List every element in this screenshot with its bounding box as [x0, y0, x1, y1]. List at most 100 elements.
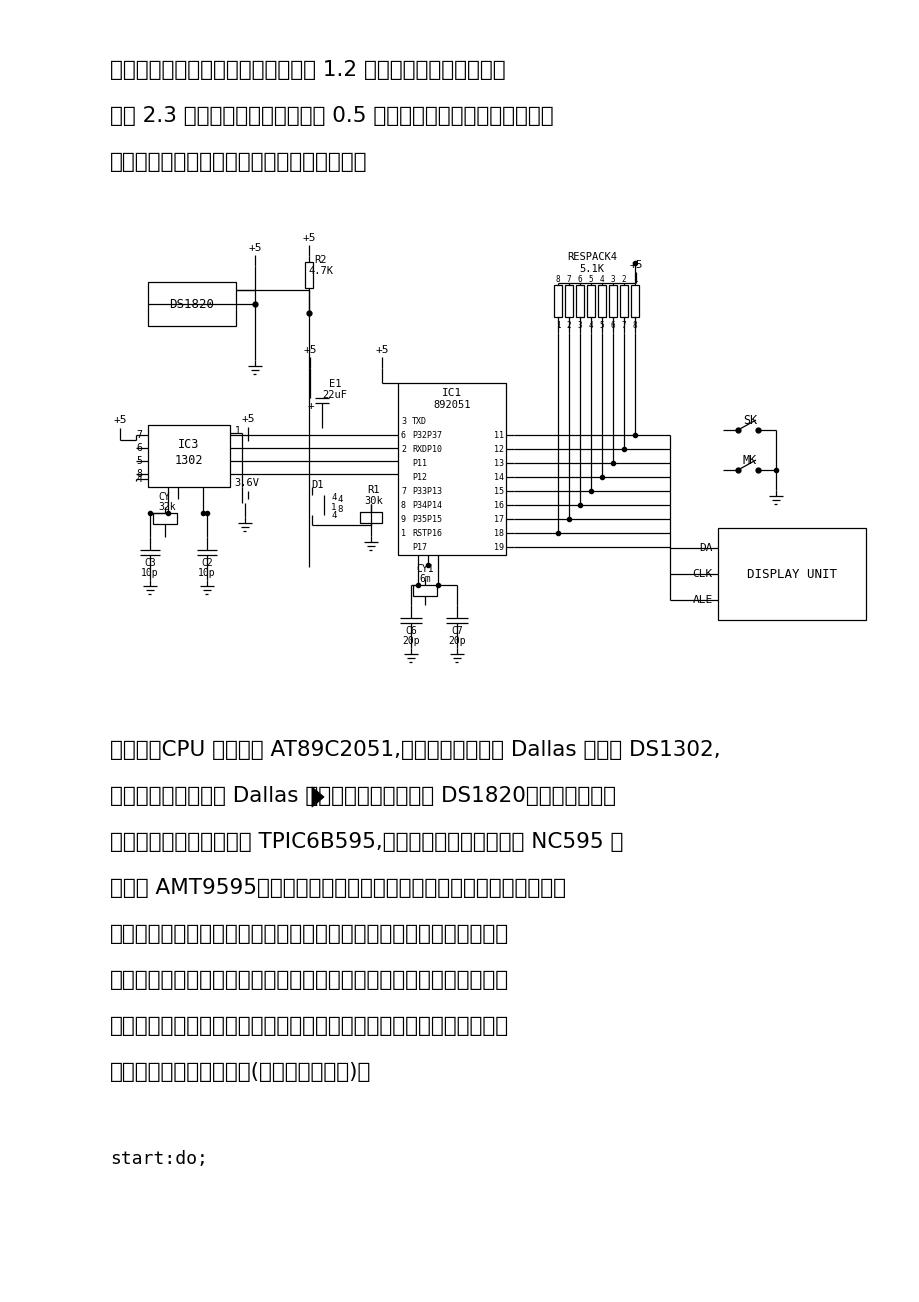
Text: 键，一个是数字调节键。按一下位选键，头两位数字开始闪动，进入设: 键，一个是数字调节键。按一下位选键，头两位数字开始闪动，进入设 — [110, 924, 508, 944]
Text: 的是 2.3 寸数码管，温度选用的是 0.5 寸数码管，也可根据个人的爱好: 的是 2.3 寸数码管，温度选用的是 0.5 寸数码管，也可根据个人的爱好 — [110, 105, 553, 126]
Text: 节状态。源程序清单如下(无温度显示程序)：: 节状态。源程序清单如下(无温度显示程序)： — [110, 1062, 371, 1082]
Bar — [630, 285, 639, 316]
Text: IC3: IC3 — [178, 439, 199, 452]
Text: 3: 3 — [610, 276, 615, 285]
Text: 5.1K: 5.1K — [579, 264, 604, 273]
Text: SK: SK — [742, 414, 756, 427]
Bar — [153, 513, 176, 523]
Text: +5: +5 — [303, 345, 316, 355]
Text: 8: 8 — [401, 500, 405, 509]
Text: CY: CY — [158, 492, 170, 503]
Bar — [717, 529, 865, 620]
Text: 5: 5 — [588, 276, 593, 285]
Bar — [597, 285, 606, 316]
Text: C3: C3 — [144, 559, 155, 568]
Text: C6: C6 — [404, 626, 416, 635]
Text: 10p: 10p — [141, 568, 159, 578]
Text: +5: +5 — [113, 415, 127, 424]
Text: 4: 4 — [588, 320, 593, 329]
Text: 2: 2 — [566, 320, 571, 329]
Text: 定调节状态，此时按数字调节键，当前闪动位的数字就可改变。全部参: 定调节状态，此时按数字调节键，当前闪动位的数字就可改变。全部参 — [110, 970, 508, 990]
Text: 1: 1 — [632, 276, 637, 285]
Text: 4: 4 — [136, 474, 142, 484]
Text: 8: 8 — [555, 276, 560, 285]
Text: E1: E1 — [328, 379, 341, 389]
Text: DISPLAY UNIT: DISPLAY UNIT — [746, 568, 836, 581]
Text: P11: P11 — [412, 458, 426, 467]
Polygon shape — [312, 786, 323, 807]
Text: 4: 4 — [337, 496, 342, 504]
Text: 4.7K: 4.7K — [308, 266, 333, 276]
Text: +5: +5 — [248, 243, 262, 253]
Text: 14: 14 — [494, 473, 504, 482]
Text: 温度传感器选用的是 Dallas 公司的数字温度传感器 DS1820，显示驱动芯片: 温度传感器选用的是 Dallas 公司的数字温度传感器 DS1820，显示驱动芯… — [110, 786, 616, 806]
Text: P35P15: P35P15 — [412, 514, 441, 523]
Text: 选用的是德州仪器公司的 TPIC6B595,也可选用与其兼容的芯片 NC595 或: 选用的是德州仪器公司的 TPIC6B595,也可选用与其兼容的芯片 NC595 … — [110, 832, 623, 852]
Text: 13: 13 — [494, 458, 504, 467]
Text: 7: 7 — [136, 430, 142, 440]
Bar — [619, 285, 628, 316]
Text: 5: 5 — [136, 456, 142, 466]
Text: 1: 1 — [555, 320, 560, 329]
Text: 上图中，年、月、日及时间选用的是 1.2 寸共阳数码管，星期选用: 上图中，年、月、日及时间选用的是 1.2 寸共阳数码管，星期选用 — [110, 60, 505, 79]
Bar — [413, 585, 437, 596]
Text: C2: C2 — [201, 559, 212, 568]
Text: 1: 1 — [234, 426, 241, 436]
Text: 6: 6 — [610, 320, 615, 329]
Text: +5: +5 — [629, 260, 642, 270]
Text: 8: 8 — [337, 504, 342, 513]
Text: P17: P17 — [412, 543, 426, 552]
Text: 20p: 20p — [448, 635, 465, 646]
Text: D1: D1 — [312, 480, 323, 490]
Text: 892051: 892051 — [433, 400, 471, 410]
Text: 国产的 AMT9595。整个电子钟用两个键来调节时间和日期。一个是位选: 国产的 AMT9595。整个电子钟用两个键来调节时间和日期。一个是位选 — [110, 878, 565, 898]
Text: 22uF: 22uF — [323, 391, 347, 400]
Text: 选用不同规格的数码管。原理图如下图所示：: 选用不同规格的数码管。原理图如下图所示： — [110, 152, 367, 172]
Text: CY1: CY1 — [415, 564, 434, 574]
Text: 上图中，CPU 选用的是 AT89C2051,时钟芯片选用的是 Dallas 公司的 DS1302,: 上图中，CPU 选用的是 AT89C2051,时钟芯片选用的是 Dallas 公… — [110, 740, 720, 760]
Text: 20p: 20p — [402, 635, 419, 646]
Text: +: + — [307, 401, 314, 411]
Text: RSTP16: RSTP16 — [412, 529, 441, 538]
Text: +5: +5 — [241, 414, 255, 424]
Text: 数调节完后，五秒钟内没有任何键按下，则数字停止闪动，退出设定调: 数调节完后，五秒钟内没有任何键按下，则数字停止闪动，退出设定调 — [110, 1016, 508, 1036]
Text: TXD: TXD — [412, 417, 426, 426]
Text: 1: 1 — [401, 529, 405, 538]
Bar — [305, 262, 312, 288]
Text: 18: 18 — [494, 529, 504, 538]
Text: 6: 6 — [401, 431, 405, 440]
Text: 15: 15 — [494, 487, 504, 496]
Text: 3: 3 — [577, 320, 582, 329]
Text: 9: 9 — [401, 514, 405, 523]
Text: 12: 12 — [494, 444, 504, 453]
Bar — [359, 512, 381, 523]
Text: 10p: 10p — [198, 568, 216, 578]
Text: 5: 5 — [599, 320, 604, 329]
Text: RXDP10: RXDP10 — [412, 444, 441, 453]
Text: 4: 4 — [331, 492, 336, 501]
Bar — [575, 285, 584, 316]
Text: 8: 8 — [632, 320, 637, 329]
Text: 2: 2 — [621, 276, 626, 285]
Bar — [148, 424, 230, 487]
Text: P32P37: P32P37 — [412, 431, 441, 440]
Text: C7: C7 — [450, 626, 462, 635]
Text: 16: 16 — [494, 500, 504, 509]
Text: R2: R2 — [314, 255, 327, 266]
Text: 32k: 32k — [158, 503, 176, 512]
Text: ALE: ALE — [692, 595, 712, 605]
Bar — [148, 283, 236, 326]
Bar — [553, 285, 562, 316]
Text: 6m: 6m — [419, 574, 430, 585]
Text: 19: 19 — [494, 543, 504, 552]
Text: P34P14: P34P14 — [412, 500, 441, 509]
Text: 11: 11 — [494, 431, 504, 440]
Text: 17: 17 — [494, 514, 504, 523]
Text: P33P13: P33P13 — [412, 487, 441, 496]
Text: start:do;: start:do; — [110, 1150, 208, 1168]
Bar — [608, 285, 617, 316]
Text: 3.6V: 3.6V — [233, 478, 259, 488]
Text: 7: 7 — [621, 320, 626, 329]
Text: IC1: IC1 — [441, 388, 461, 398]
Text: DS1820: DS1820 — [169, 297, 214, 310]
